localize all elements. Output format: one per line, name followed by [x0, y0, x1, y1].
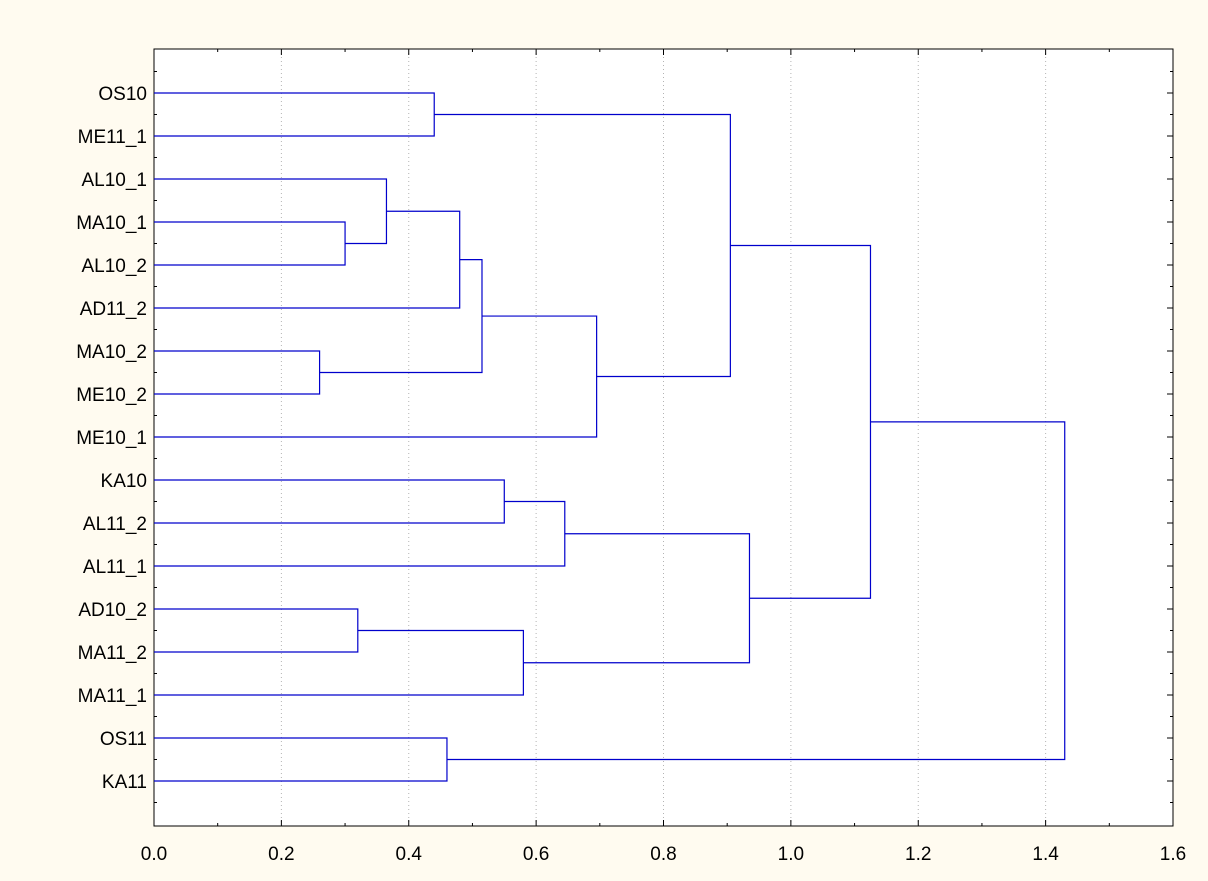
leaf-label: AL10_2	[81, 256, 147, 277]
leaf-label: OS10	[98, 84, 147, 105]
branch-c16	[446, 421, 1066, 761]
leaf-label: MA10_2	[76, 342, 147, 363]
leaf-label: ME10_1	[76, 428, 147, 449]
leaf-label: OS11	[100, 729, 147, 750]
leaf-label: AD11_2	[80, 299, 147, 320]
leaf-label: AD10_2	[78, 600, 147, 621]
x-tick-label: 0.0	[141, 844, 167, 865]
x-tick-label: 0.6	[523, 844, 549, 865]
x-tick-label: 0.2	[268, 844, 294, 865]
x-tick-label: 1.6	[1160, 844, 1186, 865]
leaf-label: ME11_1	[78, 127, 147, 148]
leaf-label: ME10_2	[76, 385, 147, 406]
x-tick-label: 1.0	[778, 844, 804, 865]
x-axis: 0.0 0.2 0.4 0.6 0.8 1.0 1.2 1.4 1.6	[141, 49, 1186, 865]
x-tick-label: 0.4	[396, 844, 423, 865]
x-tick-label: 1.4	[1032, 844, 1059, 865]
leaf-label: AL10_1	[81, 170, 147, 191]
leaf-label: KA11	[102, 772, 147, 793]
y-axis: OS10 ME11_1 AL10_1 MA10_1 AL10_2 AD11_2 MA10_2…	[76, 71, 1173, 803]
x-tick-label: 0.8	[650, 844, 676, 865]
leaf-label: MA11_1	[78, 686, 147, 707]
leaf-label: MA11_2	[78, 643, 147, 664]
leaf-label: AL11_2	[83, 514, 147, 535]
x-tick-label: 1.2	[905, 844, 931, 865]
dendrogram-branches	[154, 92, 1066, 782]
leaf-label: AL11_1	[83, 557, 147, 578]
leaf-label: MA10_1	[76, 213, 147, 234]
leaf-label: KA10	[101, 471, 147, 492]
